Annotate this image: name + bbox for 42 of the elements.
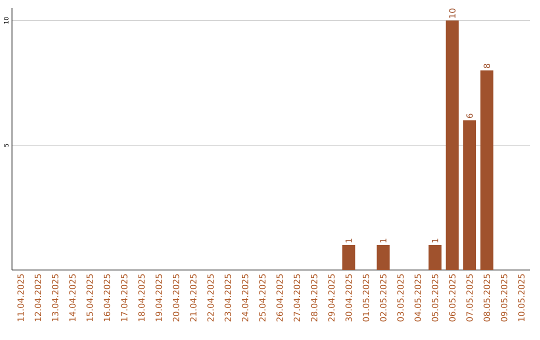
x-tick-label: 08.05.2025 bbox=[484, 274, 490, 322]
bar bbox=[342, 245, 356, 270]
x-tick-label: 22.04.2025 bbox=[207, 274, 214, 322]
x-tick-label: 15.04.2025 bbox=[86, 274, 93, 322]
x-tick-label: 18.04.2025 bbox=[138, 274, 145, 322]
x-tick-label: 02.05.2025 bbox=[380, 274, 386, 322]
x-tick-label: 26.04.2025 bbox=[276, 274, 283, 322]
data-label: 1 bbox=[380, 238, 386, 242]
x-tick-label: 13.04.2025 bbox=[52, 274, 58, 322]
x-tick-label: 05.05.2025 bbox=[432, 274, 438, 322]
x-tick-label: 30.04.2025 bbox=[346, 274, 352, 322]
bar bbox=[480, 70, 494, 270]
x-tick-label: 11.04.2025 bbox=[17, 274, 24, 322]
x-tick-label: 07.05.2025 bbox=[466, 274, 473, 322]
bar bbox=[463, 120, 476, 270]
x-tick-label: 04.05.2025 bbox=[414, 274, 421, 322]
x-tick-label: 23.04.2025 bbox=[224, 274, 232, 322]
x-tick-label: 24.04.2025 bbox=[242, 274, 248, 322]
data-label: 10 bbox=[449, 8, 456, 18]
data-label: 1 bbox=[346, 238, 352, 242]
data-label: 8 bbox=[484, 64, 490, 68]
x-tick-label: 01.05.2025 bbox=[362, 274, 370, 322]
x-tick-label: 28.04.2025 bbox=[310, 274, 318, 322]
x-tick-label: 20.04.2025 bbox=[172, 274, 180, 322]
x-tick-label: 29.04.2025 bbox=[328, 274, 335, 322]
bar bbox=[376, 245, 390, 270]
data-label: 6 bbox=[466, 114, 473, 118]
x-tick-label: 06.05.2025 bbox=[449, 274, 456, 322]
x-tick-label: 03.05.2025 bbox=[397, 274, 404, 322]
bar bbox=[446, 20, 459, 270]
x-tick-label: 27.04.2025 bbox=[294, 274, 300, 322]
x-tick-label: 14.04.2025 bbox=[69, 274, 76, 322]
bar bbox=[428, 245, 442, 270]
data-label: 1 bbox=[432, 238, 438, 242]
x-tick-label: 17.04.2025 bbox=[121, 274, 128, 322]
x-tick-label: 19.04.2025 bbox=[156, 274, 162, 322]
x-tick-label: 21.04.2025 bbox=[190, 274, 197, 322]
x-tick-label: 16.04.2025 bbox=[104, 274, 110, 322]
x-tick-label: 25.04.2025 bbox=[259, 274, 266, 322]
x-tick-label: 09.05.2025 bbox=[500, 274, 508, 322]
x-tick-label: 12.04.2025 bbox=[34, 274, 42, 322]
x-tick-label: 10.05.2025 bbox=[518, 274, 525, 322]
